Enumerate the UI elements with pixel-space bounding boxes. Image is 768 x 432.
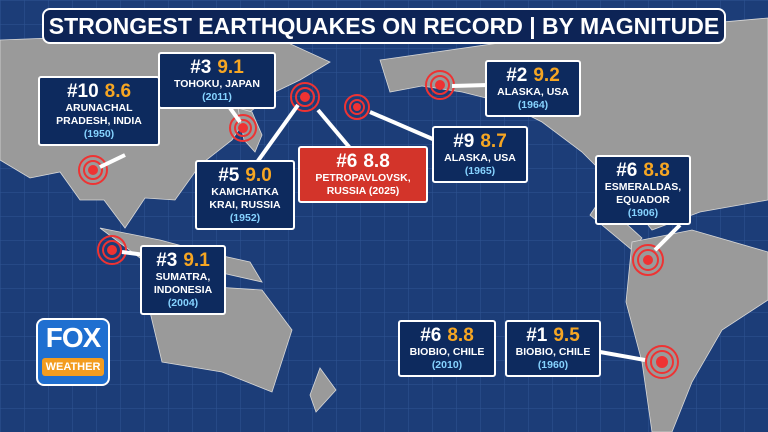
place: SUMATRA, <box>155 271 211 283</box>
place: RUSSIA (2025) <box>326 185 400 197</box>
year: (1950) <box>83 128 115 140</box>
heading: #5 9.0 <box>201 165 289 186</box>
magnitude: 9.2 <box>533 65 560 86</box>
quake-label: #10 8.6 ARUNACHAL PRADESH, INDIA (1950) <box>38 76 160 146</box>
quake-label: #9 8.7 ALASKA, USA (1965) <box>432 126 528 183</box>
rank: #1 <box>526 325 548 346</box>
place: ALASKA, USA <box>444 152 516 164</box>
rank: #2 <box>506 65 528 86</box>
place: BIOBIO, CHILE <box>409 346 485 358</box>
magnitude: 8.8 <box>447 325 474 346</box>
rank: #6 <box>420 325 442 346</box>
title: STRONGEST EARTHQUAKES ON RECORD | BY MAG… <box>42 8 726 44</box>
magnitude: 8.6 <box>104 81 132 102</box>
place: ALASKA, USA <box>497 86 569 98</box>
place: KAMCHATKA <box>211 186 279 198</box>
heading: #9 8.7 <box>438 131 522 152</box>
quake-label: #1 9.5 BIOBIO, CHILE (1960) <box>505 320 601 377</box>
quake-label: #6 8.8 BIOBIO, CHILE (2010) <box>398 320 496 377</box>
place: ARUNACHAL <box>65 102 133 114</box>
year: (1906) <box>627 207 659 219</box>
heading: #6 8.8 <box>404 325 490 346</box>
rank: #9 <box>453 131 475 152</box>
heading: #6 8.8 <box>304 151 422 172</box>
quake-label: #6 8.8 PETROPAVLOVSK, RUSSIA (2025) <box>298 146 428 203</box>
quake-label: #5 9.0 KAMCHATKA KRAI, RUSSIA (1952) <box>195 160 295 230</box>
place: KRAI, RUSSIA <box>209 199 281 211</box>
magnitude: 8.7 <box>480 131 507 152</box>
place: TOHOKU, JAPAN <box>174 78 260 90</box>
heading: #3 9.1 <box>146 250 220 271</box>
rank: #6 <box>336 151 358 172</box>
quake-label: #2 9.2 ALASKA, USA (1964) <box>485 60 581 117</box>
place: BIOBIO, CHILE <box>515 346 591 358</box>
rank: #5 <box>218 165 240 186</box>
quake-label: #6 8.8 ESMERALDAS, EQUADOR (1906) <box>595 155 691 225</box>
year: (2011) <box>202 91 232 103</box>
heading: #3 9.1 <box>164 57 270 78</box>
logo-top: FOX <box>45 322 102 353</box>
magnitude: 9.5 <box>553 325 580 346</box>
place: PRADESH, INDIA <box>56 115 142 127</box>
year: (1960) <box>537 359 569 371</box>
quake-label: #3 9.1 SUMATRA, INDONESIA (2004) <box>140 245 226 315</box>
place: ESMERALDAS, <box>604 181 682 193</box>
rank: #3 <box>190 57 212 78</box>
arrows <box>99 83 682 362</box>
quake-label: #3 9.1 TOHOKU, JAPAN (2011) <box>158 52 276 109</box>
magnitude: 9.0 <box>245 165 272 186</box>
place: PETROPAVLOVSK, <box>315 172 411 184</box>
rank: #3 <box>156 250 178 271</box>
magnitude: 8.8 <box>363 151 390 172</box>
magnitude: 8.8 <box>643 160 670 181</box>
logo-bottom: WEATHER <box>42 358 104 376</box>
rank: #10 <box>66 81 99 102</box>
heading: #10 8.6 <box>44 81 154 102</box>
year: (1952) <box>229 212 261 224</box>
year: (2010) <box>431 359 463 371</box>
place: EQUADOR <box>616 194 670 206</box>
year: (2004) <box>167 297 199 309</box>
place: INDONESIA <box>153 284 213 296</box>
heading: #6 8.8 <box>601 160 685 181</box>
rank: #6 <box>616 160 638 181</box>
epicenters <box>78 70 679 379</box>
heading: #1 9.5 <box>511 325 595 346</box>
magnitude: 9.1 <box>183 250 210 271</box>
logo: FOX WEATHER <box>36 318 110 386</box>
magnitude: 9.1 <box>217 57 244 78</box>
heading: #2 9.2 <box>491 65 575 86</box>
year: (1965) <box>464 165 496 177</box>
year: (1964) <box>517 99 549 111</box>
